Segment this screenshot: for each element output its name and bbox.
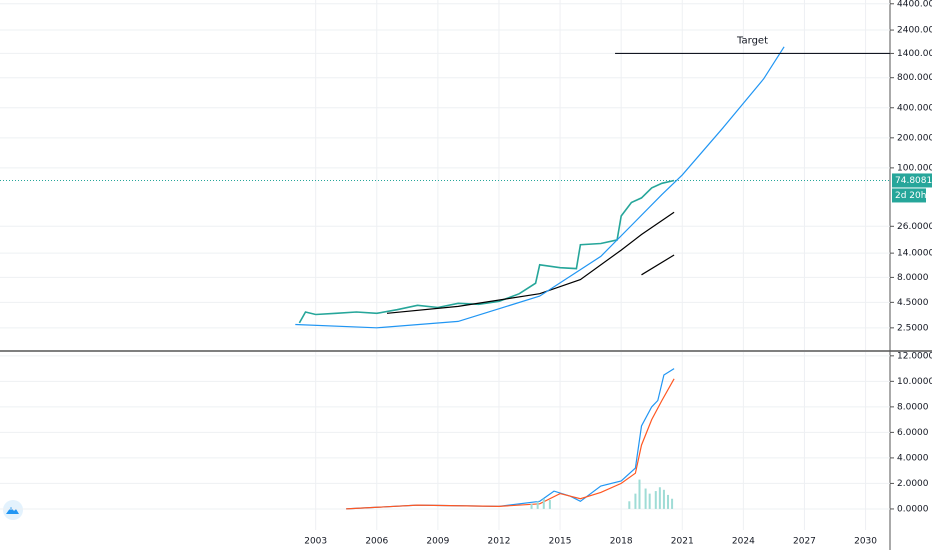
y-tick-label: 2.0000: [897, 479, 929, 489]
x-tick-label: 2018: [610, 537, 633, 547]
histogram-bar: [542, 498, 545, 509]
histogram-bar: [530, 503, 533, 509]
y-tick-label: 2400.0000: [897, 26, 932, 36]
y-tick-label: 12.0000: [897, 351, 932, 361]
y-tick-label: 800.0000: [897, 73, 932, 83]
last-price-label: 74.8081: [895, 176, 932, 186]
series-line: [295, 46, 785, 329]
y-tick-label: 1400.0000: [897, 49, 932, 59]
x-tick-label: 2003: [304, 537, 327, 547]
y-tick-label: 6.0000: [897, 428, 929, 438]
grid: [0, 0, 890, 530]
histogram-bar: [658, 487, 661, 509]
y-tick-label: 4.5000: [897, 298, 929, 308]
x-tick-label: 2024: [732, 537, 755, 547]
histogram-bar: [648, 493, 651, 509]
y-tick-label: 4400.0000: [897, 0, 932, 9]
series-line: [386, 211, 675, 314]
histogram-bar: [667, 494, 670, 509]
y-tick-label: 0.0000: [897, 504, 929, 514]
countdown-box: [892, 188, 926, 203]
series-line: [641, 254, 675, 276]
histogram-bar: [628, 501, 631, 509]
histogram-bar: [662, 489, 665, 509]
y-tick-label: 26.0000: [897, 222, 932, 232]
series-line: [346, 378, 675, 510]
y-tick-label: 200.0000: [897, 133, 932, 143]
histogram-bar: [644, 488, 647, 509]
logo[interactable]: [3, 500, 23, 520]
last-price-box: [892, 173, 932, 188]
histogram-bar: [654, 491, 657, 509]
y-tick-label: 14.0000: [897, 249, 932, 259]
histogram-bar: [638, 479, 641, 509]
x-tick-label: 2030: [854, 537, 877, 547]
histogram-bar: [536, 501, 539, 509]
x-tick-label: 2009: [426, 537, 449, 547]
histogram-bar: [671, 498, 674, 509]
histogram-bar: [634, 493, 637, 509]
x-tick-label: 2027: [793, 537, 816, 547]
x-tick-label: 2012: [488, 537, 511, 547]
countdown-label: 2d 20h: [895, 191, 926, 201]
x-tick-label: 2015: [549, 537, 572, 547]
y-tick-label: 2.5000: [897, 323, 929, 333]
y-tick-label: 8.0000: [897, 402, 929, 412]
y-tick-label: 10.0000: [897, 377, 932, 387]
y-tick-label: 400.0000: [897, 103, 932, 113]
series-line: [298, 179, 675, 324]
y-tick-label: 4.0000: [897, 453, 929, 463]
target-label: Target: [736, 35, 768, 46]
x-tick-label: 2021: [671, 537, 694, 547]
y-tick-label: 100.0000: [897, 163, 932, 173]
histogram-bar: [548, 500, 551, 509]
x-tick-label: 2006: [365, 537, 388, 547]
y-tick-label: 8.0000: [897, 273, 929, 283]
logo-icon[interactable]: [6, 507, 19, 514]
series-line: [346, 368, 675, 510]
